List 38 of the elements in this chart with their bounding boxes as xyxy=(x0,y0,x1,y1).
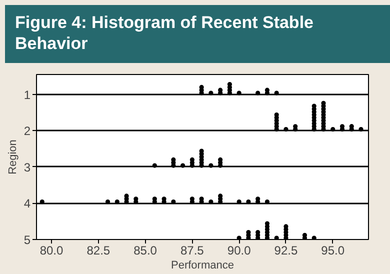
y-tick-label: 1 xyxy=(24,88,31,102)
y-tick-label: 3 xyxy=(24,160,31,174)
y-tick-label: 4 xyxy=(24,196,31,211)
point xyxy=(284,126,288,132)
x-tick-label: 95.0 xyxy=(321,244,345,258)
x-tick-label: 87.5 xyxy=(180,244,204,258)
x-tick-label: 82.5 xyxy=(86,244,110,258)
y-tick-label: 5 xyxy=(24,233,31,247)
point xyxy=(312,236,316,240)
point xyxy=(236,90,242,96)
point xyxy=(208,163,214,168)
point xyxy=(236,199,242,204)
y-tick-label: 2 xyxy=(24,124,31,138)
point xyxy=(208,90,214,96)
point xyxy=(152,163,157,168)
x-tick-label: 92.5 xyxy=(274,244,298,258)
point xyxy=(274,90,279,96)
point xyxy=(358,126,364,132)
point xyxy=(40,199,44,204)
point xyxy=(330,126,336,132)
x-tick-label: 80.0 xyxy=(40,244,64,258)
point xyxy=(321,100,326,106)
point xyxy=(105,199,110,204)
point xyxy=(171,199,176,204)
point xyxy=(114,199,120,204)
point xyxy=(208,199,214,204)
point xyxy=(274,236,279,240)
chart-title: Figure 4: Histogram of Recent Stable Behavior xyxy=(15,12,314,54)
y-axis-title: Region xyxy=(6,140,19,174)
point xyxy=(180,163,186,168)
point xyxy=(246,199,251,204)
point xyxy=(264,199,270,204)
point xyxy=(199,84,204,90)
x-tick-label: 90.0 xyxy=(227,244,252,258)
x-axis-title: Performance xyxy=(171,260,234,272)
point xyxy=(236,236,242,240)
point xyxy=(256,90,260,96)
x-tick-label: 85.0 xyxy=(134,244,158,258)
